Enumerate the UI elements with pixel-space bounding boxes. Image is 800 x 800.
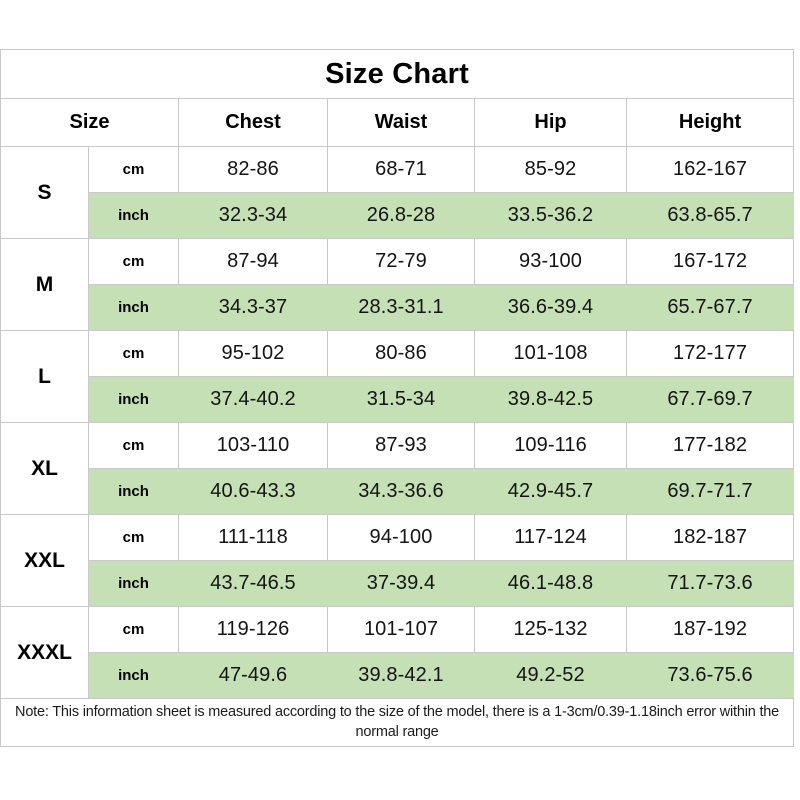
value-cell: 182-187	[625, 514, 795, 561]
value-cell: 82-86	[178, 146, 328, 193]
value-cell: 28.3-31.1	[327, 284, 475, 331]
unit-label-cm: cm	[88, 422, 179, 469]
value-cell: 125-132	[474, 606, 627, 653]
size-label-m: M	[0, 238, 89, 331]
table-row: inch 34.3-37 28.3-31.1 36.6-39.4 65.7-67…	[1, 284, 795, 331]
unit-label-inch: inch	[88, 652, 179, 699]
size-label-xl: XL	[0, 422, 89, 515]
value-cell: 109-116	[474, 422, 627, 469]
table-row: M cm 87-94 72-79 93-100 167-172	[0, 238, 795, 331]
value-cell: 32.3-34	[178, 192, 328, 239]
note-text: Note: This information sheet is measured…	[0, 698, 795, 747]
unit-label-cm: cm	[88, 146, 179, 193]
size-label-l: L	[0, 330, 89, 423]
value-cell: 39.8-42.1	[327, 652, 475, 699]
value-cell: 47-49.6	[178, 652, 328, 699]
value-cell: 119-126	[178, 606, 328, 653]
value-cell: 94-100	[327, 514, 475, 561]
value-cell: 103-110	[178, 422, 328, 469]
value-cell: 162-167	[625, 146, 795, 193]
table-row: inch 37.4-40.2 31.5-34 39.8-42.5 67.7-69…	[1, 376, 795, 423]
value-cell: 117-124	[474, 514, 627, 561]
unit-label-inch: inch	[88, 560, 179, 607]
value-cell: 34.3-36.6	[327, 468, 475, 515]
page-title: Size Chart	[0, 49, 795, 99]
value-cell: 46.1-48.8	[474, 560, 627, 607]
unit-label-inch: inch	[88, 468, 179, 515]
value-cell: 93-100	[474, 238, 627, 285]
table-row: XXL cm 111-118 94-100 117-124 182-187	[0, 514, 795, 607]
column-header-waist: Waist	[327, 98, 475, 147]
value-cell: 95-102	[178, 330, 328, 377]
value-cell: 37-39.4	[327, 560, 475, 607]
unit-label-inch: inch	[88, 284, 179, 331]
value-cell: 42.9-45.7	[474, 468, 627, 515]
table-row: XL cm 103-110 87-93 109-116 177-182	[0, 422, 795, 515]
value-cell: 65.7-67.7	[625, 284, 795, 331]
unit-label-cm: cm	[88, 606, 179, 653]
unit-label-cm: cm	[88, 238, 179, 285]
size-label-xxl: XXL	[0, 514, 89, 607]
column-header-hip: Hip	[474, 98, 627, 147]
value-cell: 187-192	[625, 606, 795, 653]
value-cell: 80-86	[327, 330, 475, 377]
unit-label-inch: inch	[88, 376, 179, 423]
table-row: inch 32.3-34 26.8-28 33.5-36.2 63.8-65.7	[1, 192, 795, 239]
column-header-size: Size	[0, 98, 179, 147]
value-cell: 26.8-28	[327, 192, 475, 239]
value-cell: 37.4-40.2	[178, 376, 328, 423]
size-chart-table: Size Chart Size Chest Waist Hip Height S…	[0, 49, 795, 747]
table-row: S cm 82-86 68-71 85-92 162-167	[0, 146, 795, 239]
value-cell: 33.5-36.2	[474, 192, 627, 239]
value-cell: 73.6-75.6	[625, 652, 795, 699]
table-row: inch 40.6-43.3 34.3-36.6 42.9-45.7 69.7-…	[1, 468, 795, 515]
value-cell: 177-182	[625, 422, 795, 469]
value-cell: 85-92	[474, 146, 627, 193]
size-label-xxxl: XXXL	[0, 606, 89, 699]
table-row: L cm 95-102 80-86 101-108 172-177	[0, 330, 795, 423]
value-cell: 69.7-71.7	[625, 468, 795, 515]
value-cell: 39.8-42.5	[474, 376, 627, 423]
value-cell: 63.8-65.7	[625, 192, 795, 239]
value-cell: 49.2-52	[474, 652, 627, 699]
value-cell: 68-71	[327, 146, 475, 193]
unit-label-cm: cm	[88, 330, 179, 377]
value-cell: 36.6-39.4	[474, 284, 627, 331]
value-cell: 31.5-34	[327, 376, 475, 423]
value-cell: 34.3-37	[178, 284, 328, 331]
value-cell: 101-107	[327, 606, 475, 653]
value-cell: 172-177	[625, 330, 795, 377]
value-cell: 67.7-69.7	[625, 376, 795, 423]
table-row: inch 47-49.6 39.8-42.1 49.2-52 73.6-75.6	[1, 652, 795, 699]
value-cell: 43.7-46.5	[178, 560, 328, 607]
value-cell: 101-108	[474, 330, 627, 377]
unit-label-inch: inch	[88, 192, 179, 239]
unit-label-cm: cm	[88, 514, 179, 561]
value-cell: 111-118	[178, 514, 328, 561]
value-cell: 87-94	[178, 238, 328, 285]
table-row: inch 43.7-46.5 37-39.4 46.1-48.8 71.7-73…	[1, 560, 795, 607]
value-cell: 40.6-43.3	[178, 468, 328, 515]
column-header-chest: Chest	[178, 98, 328, 147]
value-cell: 71.7-73.6	[625, 560, 795, 607]
size-label-s: S	[0, 146, 89, 239]
value-cell: 72-79	[327, 238, 475, 285]
value-cell: 167-172	[625, 238, 795, 285]
table-row: XXXL cm 119-126 101-107 125-132 187-192	[0, 606, 795, 699]
value-cell: 87-93	[327, 422, 475, 469]
column-header-height: Height	[625, 98, 795, 147]
